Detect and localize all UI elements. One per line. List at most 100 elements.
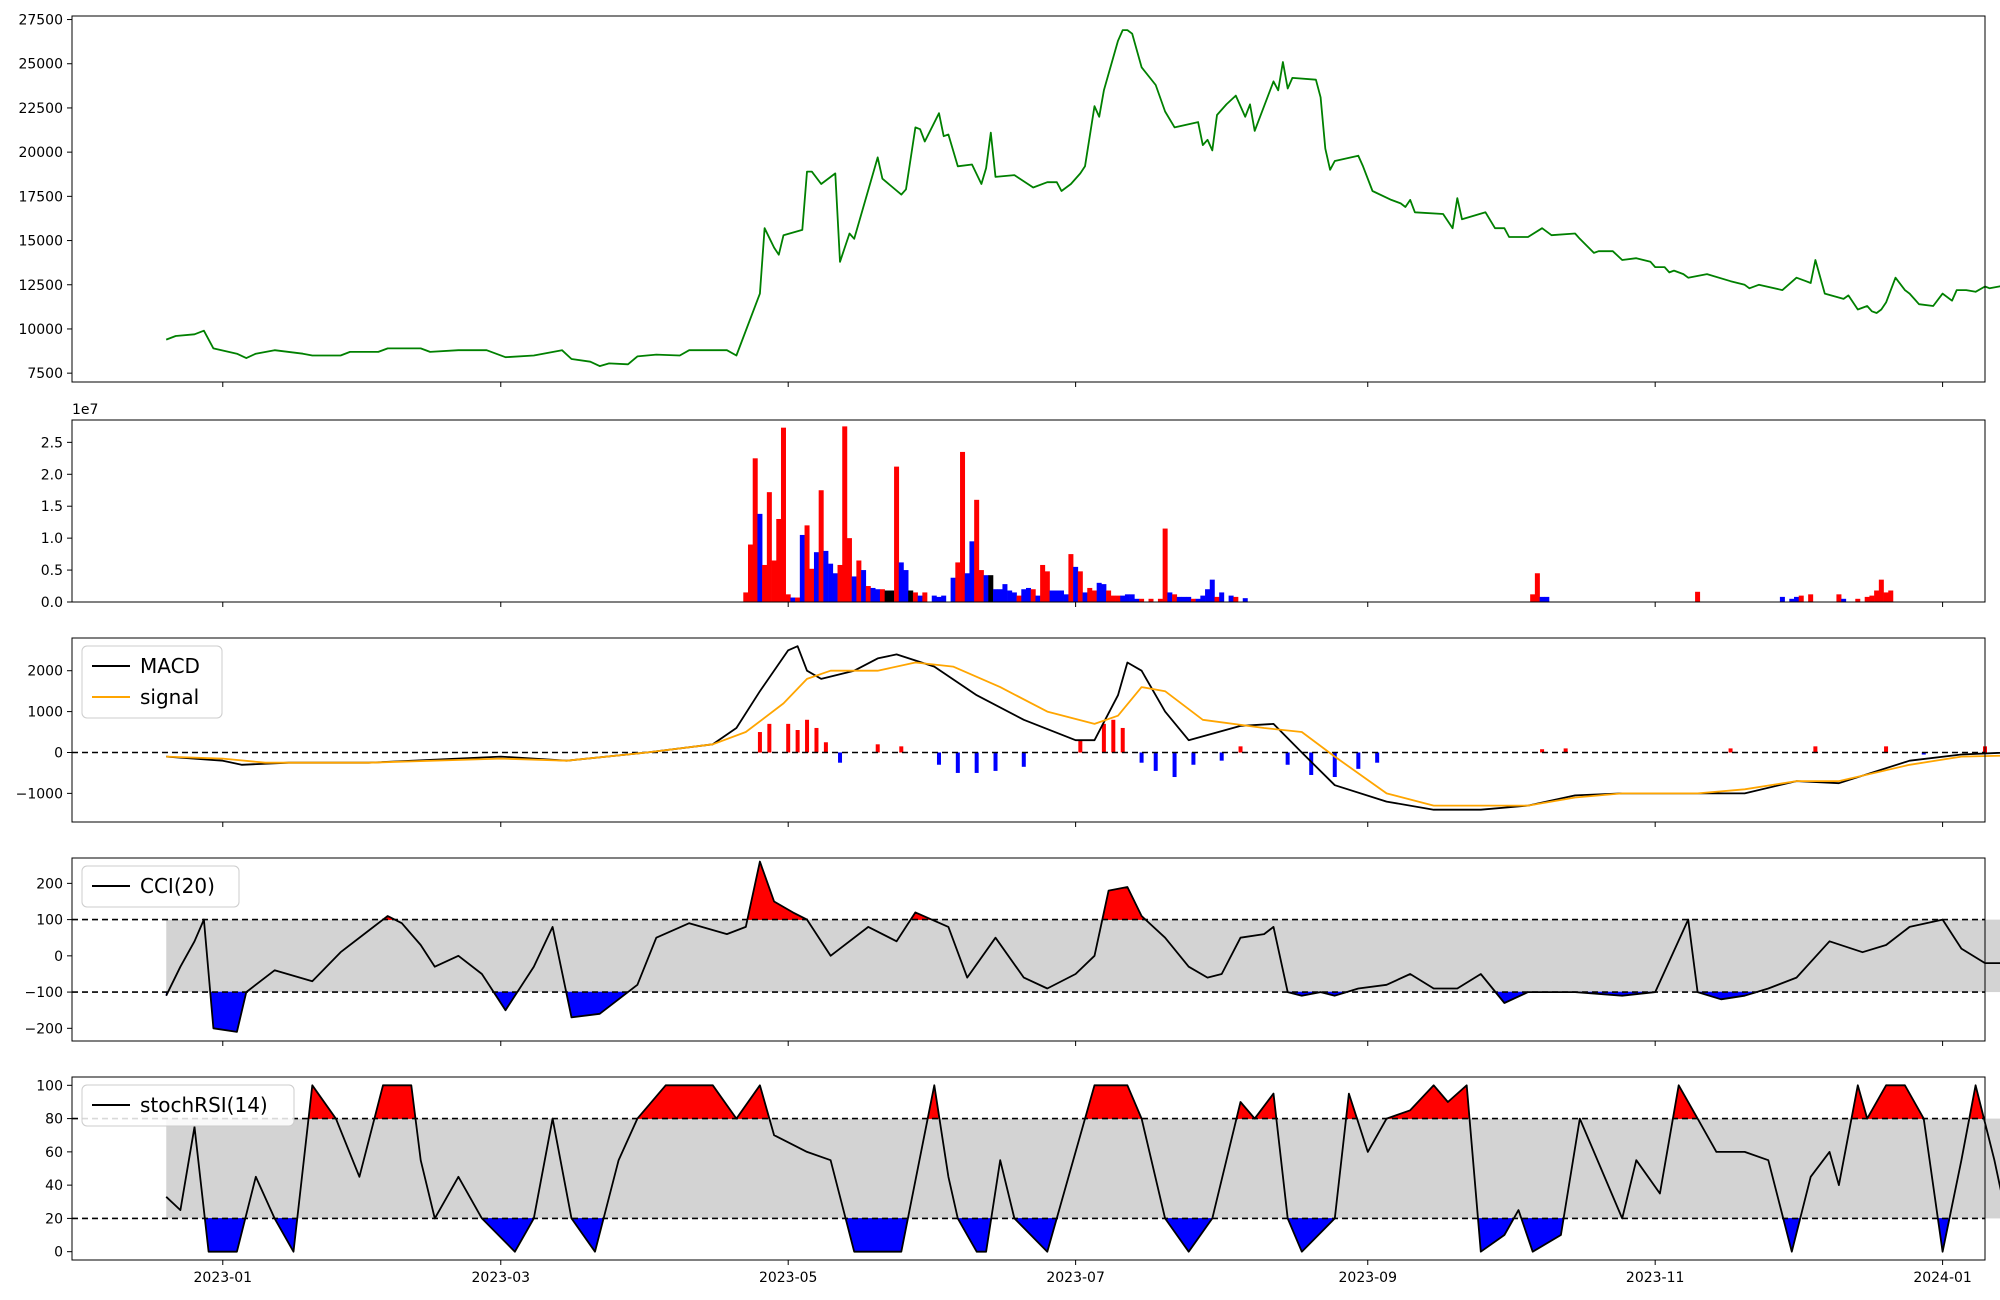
histogram-bar — [1813, 746, 1818, 753]
volume-bar — [1167, 592, 1173, 602]
y-tick-label: 2.5 — [41, 435, 63, 451]
volume-bar — [856, 560, 862, 602]
y-tick-label: 1000 — [27, 705, 63, 721]
histogram-bar — [1111, 719, 1116, 753]
volume-bar — [837, 564, 843, 602]
legend-label: MACD — [140, 654, 200, 678]
volume-bar — [804, 525, 810, 602]
volume-bar — [917, 595, 923, 602]
histogram-bar — [993, 752, 998, 771]
y-tick-label: 0.5 — [41, 563, 63, 579]
volume-bar — [1836, 594, 1842, 602]
histogram-bar — [1884, 746, 1889, 753]
volume-bar — [1082, 592, 1088, 602]
y-tick-label: −100 — [25, 985, 63, 1001]
x-tick-label: 2024-01 — [1913, 1270, 1972, 1286]
histogram-bar — [1139, 752, 1144, 763]
volume-bar — [842, 426, 848, 602]
x-tick-label: 2023-05 — [759, 1270, 818, 1286]
y-tick-label: 1.0 — [41, 531, 63, 547]
volume-bar — [1794, 596, 1800, 602]
volume-bar — [1049, 590, 1055, 602]
axes-frame — [71, 15, 1986, 383]
legend: stochRSI(14) — [81, 1084, 295, 1127]
volume-bar — [832, 573, 838, 602]
y-tick-label: 60 — [45, 1145, 63, 1161]
volume-bar — [1181, 596, 1187, 602]
volume-bar — [1864, 596, 1870, 602]
volume-bar — [1087, 587, 1093, 602]
volume-bar — [1530, 594, 1536, 602]
panel-stochrsi: 0 20 40 60 80 100 2023-01 2023-03 2023-05 2023-07… — [36, 1076, 2000, 1286]
y-tick-label: 200 — [36, 876, 63, 892]
histogram-bar — [899, 746, 904, 753]
volume-bar — [983, 575, 989, 602]
histogram-bar — [936, 752, 941, 765]
y-tick-label: 1.5 — [41, 499, 63, 515]
y-tick-label: 0 — [54, 1245, 63, 1261]
volume-bar — [1073, 566, 1079, 602]
y-tick-label: 20000 — [18, 145, 63, 161]
volume-bar — [1233, 596, 1239, 602]
volume-bar — [1101, 584, 1107, 602]
legend-box — [81, 645, 223, 719]
volume-bar — [1129, 594, 1135, 602]
y-tick-label: 10000 — [18, 322, 63, 338]
histogram-bar — [838, 752, 843, 763]
volume-bar — [1883, 592, 1889, 602]
histogram-bar — [1921, 752, 1926, 755]
volume-bar — [846, 538, 852, 602]
volume-bar — [1110, 595, 1116, 602]
volume-bar — [941, 595, 947, 602]
volume-bar — [1789, 598, 1795, 602]
histogram-bar — [1563, 748, 1568, 753]
histogram-bar — [1101, 723, 1106, 753]
volume-bar — [1021, 589, 1027, 602]
volume-bar — [969, 541, 975, 602]
volume-bar — [1176, 596, 1182, 602]
panel-price: 7500 10000 12500 15000 17500 20000 22500 25000 2… — [18, 13, 2000, 387]
histogram-bar — [1172, 752, 1177, 778]
volume-bar — [1841, 598, 1847, 602]
legend: CCI(20) — [81, 865, 240, 908]
y-tick-label: 12500 — [18, 278, 63, 294]
volume-bar — [1134, 598, 1140, 602]
histogram-bar — [1540, 749, 1545, 753]
volume-bar — [785, 594, 791, 602]
series-line-price — [165, 29, 2000, 367]
volume-bar — [861, 570, 867, 602]
volume-bar — [1209, 579, 1215, 602]
volume-bar — [1195, 598, 1201, 602]
volume-bar — [1205, 589, 1211, 602]
volume-bar — [1035, 595, 1041, 602]
volume-bar — [1054, 590, 1060, 602]
volume-bar — [1063, 594, 1069, 602]
volume-bar — [903, 570, 909, 602]
volume-bar — [908, 590, 914, 602]
volume-bar — [922, 592, 928, 602]
histogram-bar — [1153, 752, 1158, 771]
volume-bar — [1002, 584, 1008, 602]
histogram-bar — [1285, 752, 1290, 765]
histogram-bar — [1078, 740, 1083, 753]
x-tick-label: 2023-11 — [1626, 1270, 1685, 1286]
volume-bar — [931, 595, 937, 602]
panel-volume: 0.0 0.5 1.0 1.5 2.0 2.5 1e7 — [41, 402, 1986, 611]
volume-bar — [1115, 595, 1121, 602]
volume-bar — [799, 534, 805, 602]
y-tick-label: −1000 — [16, 786, 63, 802]
series-line-stochRSI(14) — [165, 1084, 2000, 1253]
histogram-bar — [1309, 752, 1314, 775]
volume-bar — [813, 552, 819, 602]
y-tick-label: 0 — [54, 949, 63, 965]
volume-bar — [1878, 579, 1884, 602]
volume-bar — [1139, 598, 1145, 602]
volume-bar — [766, 492, 772, 602]
volume-bar — [1779, 596, 1785, 602]
volume-bar — [894, 466, 900, 602]
volume-bar — [870, 587, 876, 602]
volume-bar — [865, 586, 871, 602]
histogram-bar — [1120, 727, 1125, 753]
y-tick-label: 2.0 — [41, 467, 63, 483]
volume-bar — [748, 544, 754, 602]
